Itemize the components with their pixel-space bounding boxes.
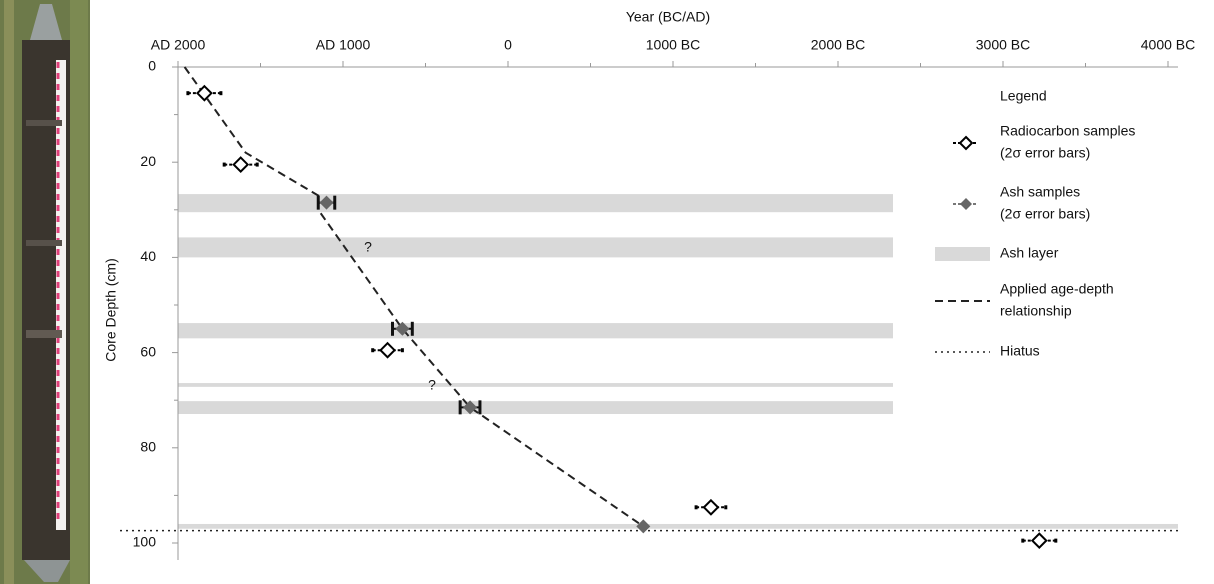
legend-swatch xyxy=(960,137,972,149)
annotation: ? xyxy=(428,377,436,393)
radiocarbon-point xyxy=(234,158,248,172)
y-tick-label: 100 xyxy=(133,534,157,550)
x-tick-label: 0 xyxy=(504,37,512,53)
legend-label: Radiocarbon samples xyxy=(1000,123,1135,139)
legend-title: Legend xyxy=(1000,88,1047,104)
legend-label: Applied age-depth xyxy=(1000,281,1114,297)
ash-layer xyxy=(178,401,893,414)
ash-layer xyxy=(178,237,893,257)
ash-layer xyxy=(178,383,893,387)
legend-label: Ash samples xyxy=(1000,184,1080,200)
age-depth-line xyxy=(185,67,644,526)
x-tick-label: 2000 BC xyxy=(811,37,865,53)
y-tick-label: 0 xyxy=(148,58,156,74)
x-tick-label: 3000 BC xyxy=(976,37,1030,53)
legend-swatch xyxy=(935,247,990,261)
chart: Year (BC/AD) Core Depth (cm) Legend AD 2… xyxy=(0,0,1214,584)
legend-label: Hiatus xyxy=(1000,343,1040,359)
x-tick-label: AD 2000 xyxy=(151,37,206,53)
x-tick-label: AD 1000 xyxy=(316,37,371,53)
y-tick-label: 80 xyxy=(140,439,156,455)
radiocarbon-point xyxy=(1032,534,1046,548)
legend-label: Ash layer xyxy=(1000,245,1059,261)
x-tick-label: 1000 BC xyxy=(646,37,700,53)
radiocarbon-point xyxy=(197,86,211,100)
core-photo xyxy=(0,0,90,584)
ash-layer xyxy=(178,194,893,212)
y-tick-label: 20 xyxy=(140,153,156,169)
annotation: ? xyxy=(364,239,372,255)
y-tick-label: 40 xyxy=(140,248,156,264)
y-axis-title: Core Depth (cm) xyxy=(103,258,119,361)
legend-label: (2σ error bars) xyxy=(1000,145,1090,161)
ash-layer xyxy=(178,524,1178,529)
legend-label: (2σ error bars) xyxy=(1000,206,1090,222)
y-tick-label: 60 xyxy=(140,343,156,359)
legend-swatch xyxy=(960,198,972,210)
x-tick-label: 4000 BC xyxy=(1141,37,1195,53)
ash-layer xyxy=(178,323,893,338)
radiocarbon-point xyxy=(381,343,395,357)
x-axis-title: Year (BC/AD) xyxy=(626,9,710,25)
legend-label: relationship xyxy=(1000,303,1072,319)
radiocarbon-point xyxy=(704,500,718,514)
